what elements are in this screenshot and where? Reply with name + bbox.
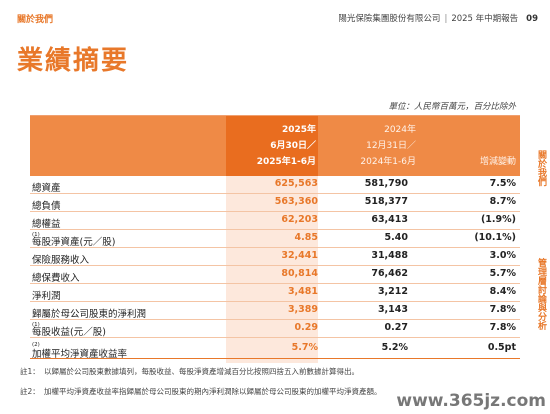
column-header-line: 2025年 (281, 125, 316, 135)
column-header-line: 2024年 (384, 125, 416, 135)
value-prior: 31,488 (371, 250, 408, 261)
value-change: 8.4% (489, 286, 516, 297)
value-prior: 5.2% (381, 342, 408, 353)
value-change: 3.0% (489, 250, 516, 261)
side-tab-mdna[interactable]: 管理層討論與分析 (536, 258, 546, 330)
value-prior: 63,413 (371, 214, 408, 225)
footnote: 註1： 以歸屬於公司股東數據填列，每股收益、每股淨資產增減百分比按照四捨五入前數據… (20, 367, 359, 376)
table-row: 每股收益(元／股) (1) 0.29 0.27 7.8% (30, 320, 520, 338)
value-current: 5.7% (291, 342, 318, 353)
value-prior: 3,143 (377, 304, 408, 315)
value-prior: 5.40 (384, 232, 408, 243)
value-change: (1.9%) (480, 214, 516, 225)
value-current: 62,203 (281, 214, 318, 225)
column-header-prior: 2024年 12月31日／ 2024年1-6月 (330, 122, 416, 170)
value-change: 0.5pt (487, 342, 516, 353)
table-row: 歸屬於母公司股東的淨利潤 3,389 3,143 7.8% (30, 302, 520, 320)
report-name: 2025 年中期報告 (451, 14, 519, 24)
value-current: 4.85 (294, 232, 318, 243)
value-current: 32,441 (281, 250, 318, 261)
value-current: 3,389 (287, 304, 318, 315)
company-name: 陽光保險集團股份有限公司 (338, 14, 441, 24)
value-prior: 76,462 (371, 268, 408, 279)
value-current: 625,563 (274, 178, 318, 189)
report-header: 陽光保險集團股份有限公司 | 2025 年中期報告 09 (338, 12, 538, 24)
watermark: www.365jz.com (396, 391, 546, 411)
current-period-header-bg (226, 116, 318, 176)
value-current: 563,360 (274, 196, 318, 207)
footnote: 註2： 加權平均淨資產收益率指歸屬於母公司股東的期內淨利潤除以歸屬於母公司股東的加… (20, 387, 382, 396)
value-prior: 0.27 (384, 322, 408, 333)
value-current: 3,481 (287, 286, 318, 297)
table-row: 每股淨資產(元／股) (1) 4.85 5.40 (10.1%) (30, 230, 520, 248)
value-prior: 518,377 (364, 196, 408, 207)
page-title: 業績摘要 (17, 46, 130, 76)
side-tab-about[interactable]: 關於我們 (536, 150, 546, 186)
value-prior: 3,212 (377, 286, 408, 297)
unit-note: 單位：人民幣百萬元，百分比除外 (388, 102, 516, 112)
column-header-line: 12月31日／ (366, 141, 416, 151)
table-row: 加權平均淨資產收益率 (2) 5.7% 5.2% 0.5pt (30, 338, 520, 360)
table-row: 淨利潤 3,481 3,212 8.4% (30, 284, 520, 302)
value-change: 7.5% (489, 178, 516, 189)
current-period-body-bg (226, 176, 318, 363)
page-number: 09 (526, 14, 538, 24)
value-change: 7.8% (489, 322, 516, 333)
unit-divider (30, 115, 520, 116)
value-change: 8.7% (489, 196, 516, 207)
column-header-line: 6月30日／ (270, 141, 316, 151)
value-change: (10.1%) (474, 232, 516, 243)
table-row: 總資產 625,563 581,790 7.5% (30, 176, 520, 194)
column-header-line: 2024年1-6月 (360, 157, 416, 167)
row-label: 加權平均淨資產收益率 (2) (32, 341, 128, 360)
summary-table-body: 總資產 625,563 581,790 7.5% 總負債 563,360 518,377 8… (30, 176, 520, 360)
table-row: 總權益 62,203 63,413 (1.9%) (30, 212, 520, 230)
column-header-current: 2025年 6月30日／ 2025年1-6月 (226, 122, 318, 170)
table-row: 總保費收入 80,814 76,462 5.7% (30, 266, 520, 284)
row-label: 每股淨資產(元／股) (1) (32, 231, 116, 248)
table-row: 保險服務收入 32,441 31,488 3.0% (30, 248, 520, 266)
header-separator: | (444, 14, 448, 24)
value-current: 0.29 (294, 322, 318, 333)
table-row: 總負債 563,360 518,377 8.7% (30, 194, 520, 212)
value-prior: 581,790 (364, 178, 408, 189)
section-label: 關於我們 (17, 15, 54, 25)
value-current: 80,814 (281, 268, 318, 279)
row-label: 每股收益(元／股) (1) (32, 321, 106, 338)
value-change: 7.8% (489, 304, 516, 315)
column-header-change: 增減變動 (479, 157, 516, 167)
column-header-line: 2025年1-6月 (256, 157, 316, 167)
value-change: 5.7% (489, 268, 516, 279)
current-period-band (226, 116, 318, 363)
